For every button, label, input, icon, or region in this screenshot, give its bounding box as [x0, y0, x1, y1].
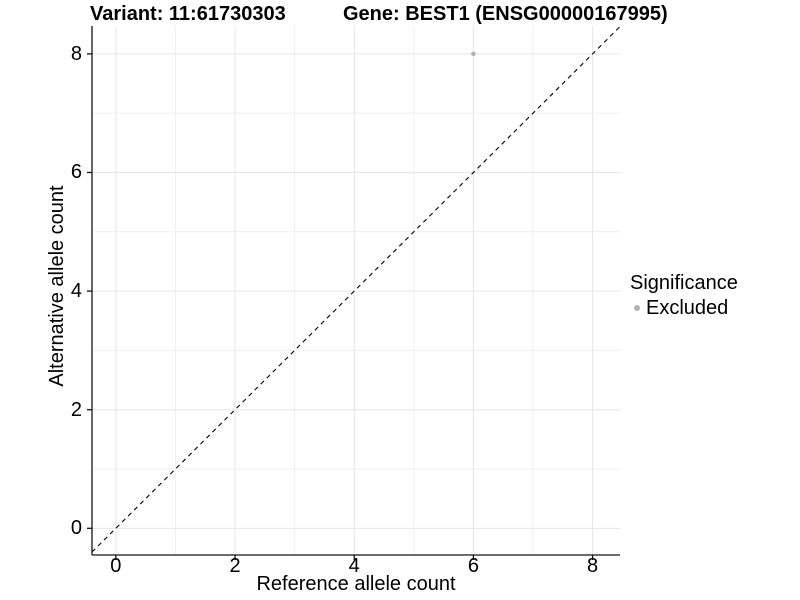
identity-line	[91, 26, 621, 553]
y-tick-label: 6	[70, 161, 82, 184]
x-tick-label: 8	[587, 555, 599, 577]
legend-point-icon	[634, 305, 640, 311]
x-tick-label: 4	[348, 555, 360, 577]
y-tick-label: 0	[70, 517, 82, 540]
legend-item-label: Excluded	[646, 297, 729, 319]
legend: Significance Excluded	[630, 272, 738, 319]
x-tick-label: 2	[229, 555, 241, 577]
x-tick-label: 6	[467, 555, 479, 577]
x-axis-title: Reference allele count	[256, 573, 456, 595]
y-tick-label: 2	[70, 398, 82, 421]
plot-title-variant: Variant: 11:61730303	[90, 3, 286, 25]
data-point	[471, 51, 476, 57]
y-tick-label: 4	[70, 280, 82, 303]
legend-item-excluded: Excluded	[630, 297, 738, 319]
y-tick-label: 8	[70, 42, 82, 65]
y-axis-title: Alternative allele count	[46, 185, 68, 387]
legend-title: Significance	[630, 272, 738, 294]
x-tick-label: 0	[110, 555, 122, 577]
plot-title-gene: Gene: BEST1 (ENSG00000167995)	[343, 3, 668, 25]
